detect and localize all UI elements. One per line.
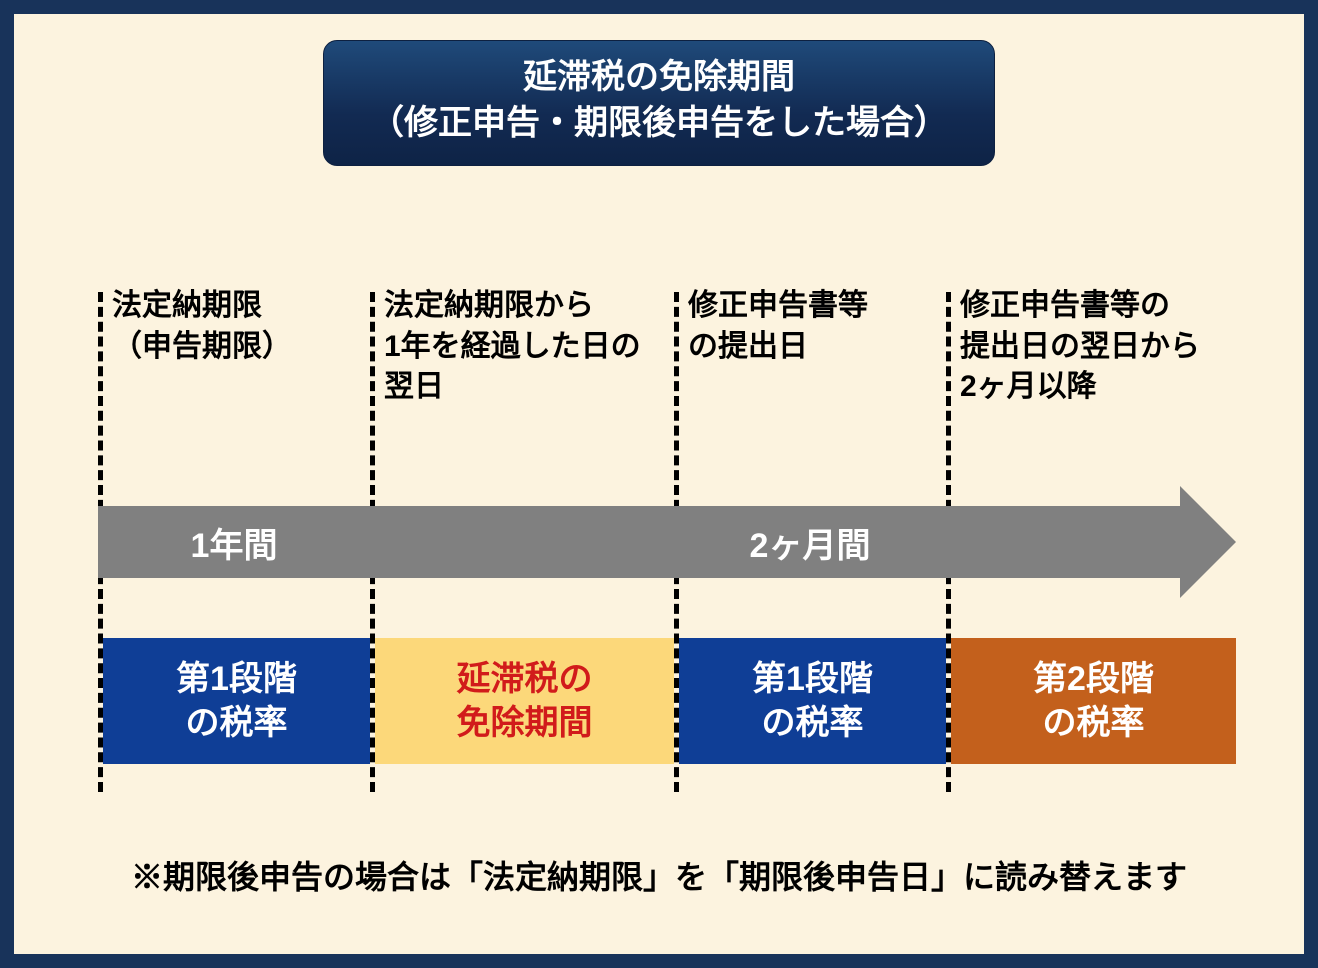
footnote: ※期限後申告の場合は「法定納期限」を「期限後申告日」に読み替えます	[14, 852, 1304, 898]
stage-box-0-line-1: の税率	[186, 701, 288, 745]
milestone-label-0-line-1: （申告期限）	[112, 327, 362, 368]
arrow-duration-label-1: 2ヶ月間	[674, 506, 946, 578]
stage-box-0-line-0: 第1段階	[176, 657, 297, 701]
stage-box-1-line-1: 免除期間	[457, 701, 593, 745]
arrow-duration-label-0: 1年間	[98, 506, 370, 578]
milestone-label-2-line-0: 修正申告書等	[688, 286, 938, 327]
milestone-label-1-line-2: 翌日	[384, 367, 664, 408]
title-box: 延滞税の免除期間 （修正申告・期限後申告をした場合）	[323, 40, 995, 166]
canvas: 延滞税の免除期間 （修正申告・期限後申告をした場合） 法定納期限（申告期限）法定…	[14, 14, 1304, 954]
milestone-label-0-line-0: 法定納期限	[112, 286, 362, 327]
milestone-label-2-line-1: の提出日	[688, 327, 938, 368]
stage-box-3: 第2段階の税率	[951, 638, 1236, 764]
milestone-label-1-line-1: 1年を経過した日の	[384, 327, 664, 368]
stage-box-2: 第1段階の税率	[679, 638, 946, 764]
milestone-label-2: 修正申告書等の提出日	[688, 286, 938, 367]
milestone-label-3-line-1: 提出日の翌日から	[960, 327, 1230, 368]
title-line-1: 延滞税の免除期間	[370, 55, 948, 101]
milestone-label-3-line-0: 修正申告書等の	[960, 286, 1230, 327]
stage-box-2-line-0: 第1段階	[752, 657, 873, 701]
title-line-2: （修正申告・期限後申告をした場合）	[370, 101, 948, 147]
stage-box-3-line-1: の税率	[1043, 701, 1145, 745]
stage-box-1-line-0: 延滞税の	[457, 657, 593, 701]
stage-box-3-line-0: 第2段階	[1033, 657, 1154, 701]
timeline-arrow: 1年間 2ヶ月間	[98, 506, 1236, 578]
stage-box-2-line-1: の税率	[762, 701, 864, 745]
timeline-arrow-head-icon	[1180, 486, 1236, 598]
outer-frame: 延滞税の免除期間 （修正申告・期限後申告をした場合） 法定納期限（申告期限）法定…	[0, 0, 1318, 968]
stage-box-0: 第1段階の税率	[103, 638, 370, 764]
milestone-label-1: 法定納期限から1年を経過した日の翌日	[384, 286, 664, 408]
milestone-label-3: 修正申告書等の提出日の翌日から2ヶ月以降	[960, 286, 1230, 408]
timeline-diagram: 法定納期限（申告期限）法定納期限から1年を経過した日の翌日修正申告書等の提出日修…	[98, 292, 1236, 792]
stage-box-1: 延滞税の免除期間	[375, 638, 674, 764]
milestone-label-0: 法定納期限（申告期限）	[112, 286, 362, 367]
milestone-label-3-line-2: 2ヶ月以降	[960, 367, 1230, 408]
milestone-label-1-line-0: 法定納期限から	[384, 286, 664, 327]
